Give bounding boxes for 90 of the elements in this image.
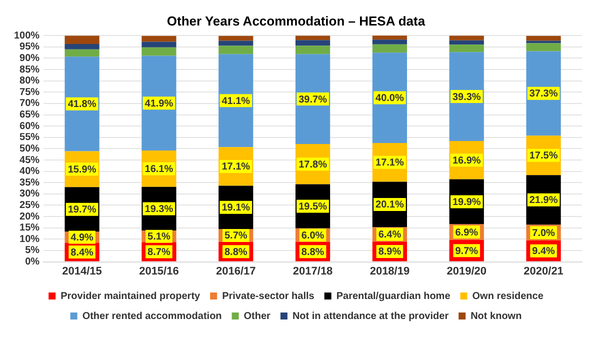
data-label: 19.7%	[68, 204, 96, 216]
legend-label: Private-sector halls	[222, 290, 315, 302]
x-tick-label: 2019/20	[446, 265, 487, 278]
y-tick-label: 45%	[20, 154, 40, 166]
bar	[449, 44, 484, 52]
data-label: 4.9%	[70, 232, 94, 244]
x-tick-label: 2018/19	[370, 265, 410, 278]
data-label: 8.7%	[148, 246, 170, 258]
data-label: 19.5%	[298, 202, 328, 213]
bar	[526, 36, 561, 41]
data-label: 8.8%	[301, 246, 324, 258]
legend-label: Provider maintained property	[60, 290, 201, 302]
bar	[64, 36, 100, 44]
data-label: 20.1%	[376, 200, 404, 211]
y-tick-label: 95%	[20, 42, 40, 53]
chart-title: Other Years Accommodation – HESA data	[166, 13, 426, 28]
bar	[449, 40, 484, 45]
y-tick-label: 20%	[20, 211, 40, 222]
x-tick-label: 2015/16	[139, 265, 179, 278]
data-label: 6.9%	[455, 227, 478, 238]
x-tick-label: 2014/15	[62, 265, 102, 278]
x-tick-label: 2020/21	[524, 265, 564, 278]
bar	[372, 40, 408, 44]
data-label: 19.9%	[452, 196, 481, 208]
data-label: 8.8%	[224, 246, 248, 258]
y-tick-label: 60%	[20, 120, 40, 132]
data-label: 16.9%	[452, 155, 481, 166]
data-label: 21.9%	[529, 195, 558, 206]
y-tick-label: 15%	[20, 222, 40, 234]
y-tick-label: 70%	[20, 98, 40, 110]
y-tick-label: 35%	[20, 177, 40, 188]
y-tick-label: 65%	[20, 110, 40, 121]
bar	[218, 36, 254, 41]
y-tick-label: 30%	[20, 188, 40, 200]
data-label: 6.4%	[378, 230, 402, 241]
data-label: 17.5%	[529, 150, 558, 162]
bar	[142, 36, 176, 42]
legend-label: Not in attendance at the provider	[292, 310, 449, 322]
y-tick-label: 90%	[20, 52, 40, 64]
bar	[526, 43, 561, 52]
y-tick-label: 85%	[20, 64, 40, 76]
data-label: 9.7%	[455, 246, 478, 257]
data-label: 17.1%	[222, 162, 250, 173]
y-tick-label: 10%	[20, 234, 40, 245]
data-label: 39.7%	[298, 94, 328, 106]
y-tick-label: 25%	[20, 200, 40, 211]
y-tick-label: 40%	[20, 166, 40, 178]
legend-label: Not known	[470, 310, 522, 322]
data-label: 17.8%	[298, 159, 328, 170]
bar	[295, 46, 330, 54]
y-tick-label: 75%	[20, 86, 40, 98]
data-label: 5.1%	[148, 232, 170, 243]
data-label: 16.1%	[144, 164, 174, 175]
data-label: 41.1%	[222, 96, 250, 107]
y-tick-label: 0%	[25, 256, 40, 268]
bar	[372, 44, 408, 53]
legend-label: Other	[244, 310, 271, 322]
bar	[295, 40, 330, 46]
bar	[449, 36, 484, 40]
y-tick-label: 55%	[20, 132, 40, 144]
data-label: 19.3%	[144, 204, 174, 216]
x-tick-label: 2017/18	[292, 265, 333, 278]
x-tick-label: 2016/17	[216, 265, 256, 278]
data-label: 37.3%	[529, 88, 558, 100]
legend-label: Parental/guardian home	[336, 290, 451, 302]
legend-label: Own residence	[472, 290, 544, 302]
bar	[218, 46, 254, 54]
data-label: 39.3%	[452, 92, 481, 103]
bar	[218, 40, 254, 46]
legend-label: Other rented accommodation	[82, 310, 222, 322]
y-tick-label: 50%	[20, 143, 40, 154]
data-label: 41.8%	[68, 99, 96, 110]
data-label: 41.9%	[144, 98, 174, 110]
data-label: 6.0%	[301, 230, 324, 242]
data-label: 40.0%	[376, 93, 404, 104]
y-tick-label: 5%	[25, 245, 40, 256]
data-label: 15.9%	[68, 164, 96, 176]
bar	[64, 44, 100, 50]
data-label: 8.4%	[70, 247, 94, 258]
data-label: 19.1%	[222, 202, 250, 214]
data-label: 8.9%	[378, 246, 402, 258]
bar	[142, 42, 176, 48]
bar	[64, 49, 100, 57]
bar	[142, 47, 176, 56]
data-label: 5.7%	[224, 230, 248, 242]
y-tick-label: 80%	[20, 76, 40, 87]
y-tick-label: 100%	[14, 30, 40, 42]
data-label: 9.4%	[532, 246, 556, 258]
data-label: 17.1%	[376, 158, 404, 169]
data-label: 7.0%	[532, 228, 556, 239]
